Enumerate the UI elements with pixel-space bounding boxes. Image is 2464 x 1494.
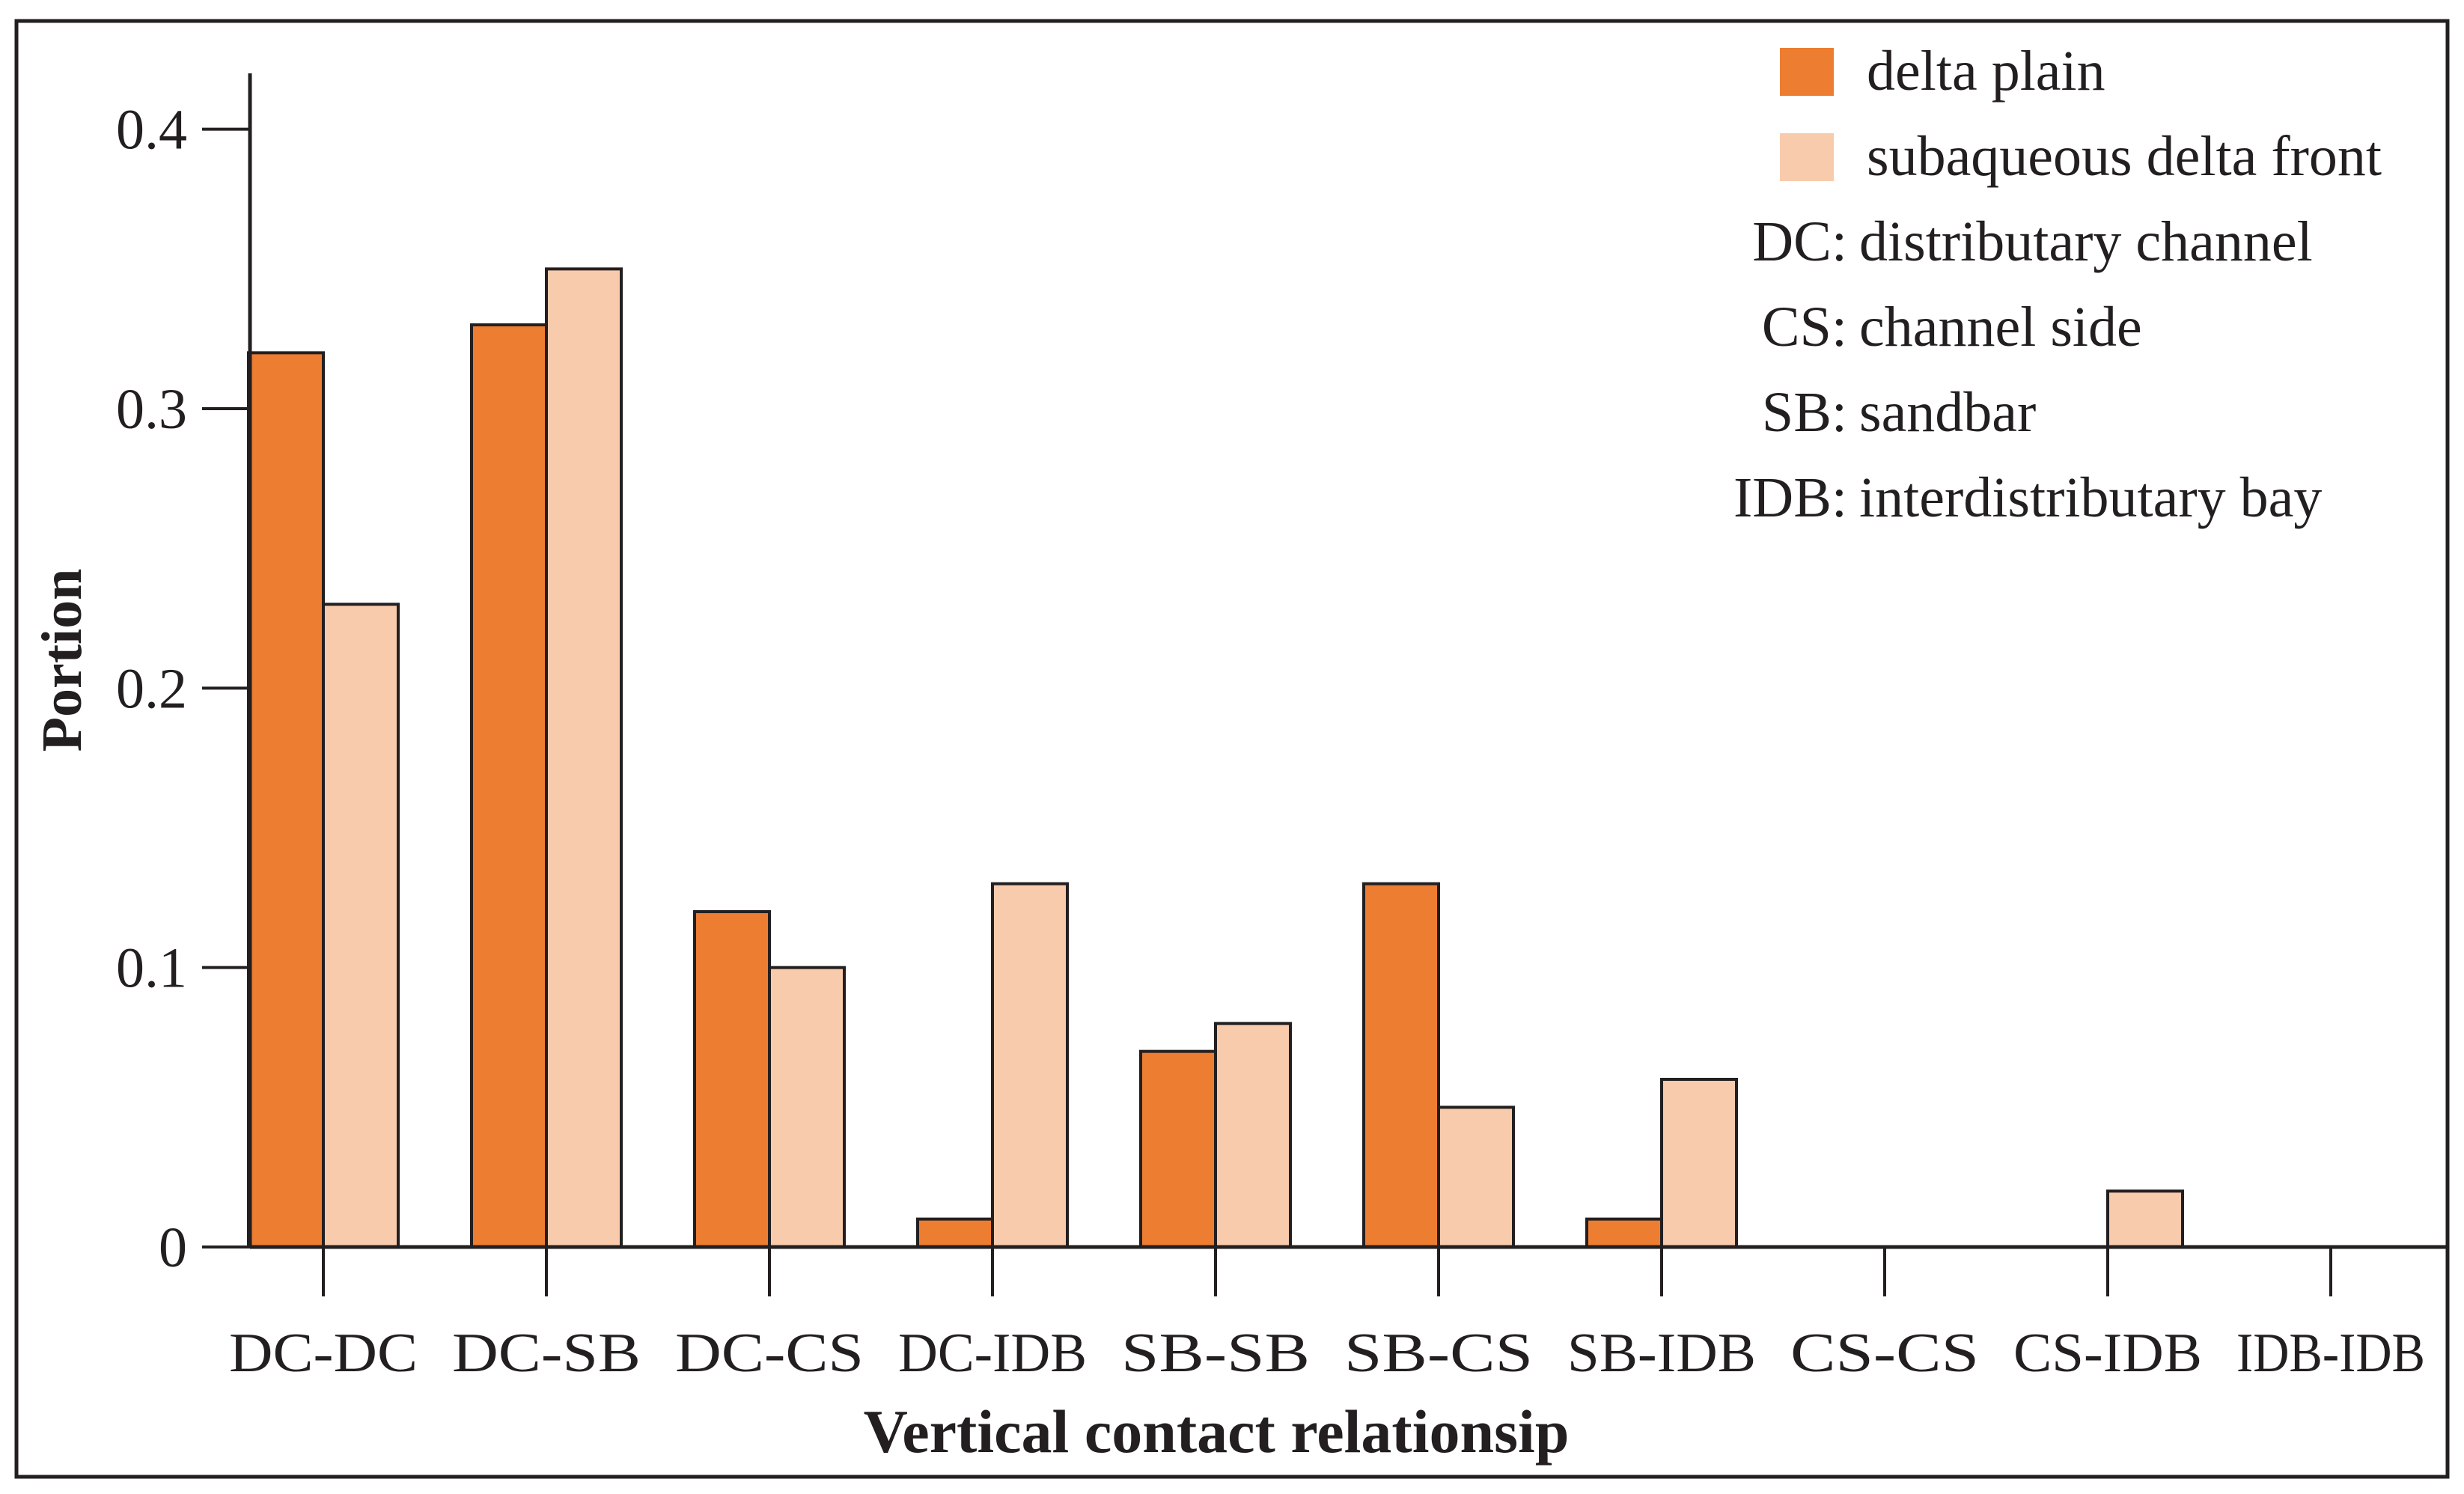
legend-note-cs-abbr: CS: (1762, 296, 1847, 359)
x-tick-label-dc-idb: DC-IDB (898, 1323, 1087, 1384)
x-tick-label-dc-cs: DC-CS (675, 1323, 864, 1384)
y-tick-label-2: 0.2 (116, 657, 187, 720)
legend: delta plain subaqueous delta front DC: d… (1733, 40, 2382, 529)
legend-note-sb-text: sandbar (1859, 381, 2036, 444)
bars-layer (247, 267, 2184, 1249)
legend-swatch-delta-plain (1780, 48, 1834, 96)
y-tick-label-0: 0 (159, 1216, 187, 1279)
bar-subaqueous-delta-front-sb-sb (1214, 1022, 1292, 1249)
y-ticks: 0 0.1 0.2 0.3 0.4 (116, 99, 250, 1279)
bar-delta-plain-sb-cs (1362, 882, 1440, 1248)
x-ticks: DC-DC DC-SB DC-CS DC-IDB SB-SB SB-CS SB-IDB CS-… (229, 1247, 2425, 1384)
legend-note-cs-text: channel side (1859, 296, 2142, 359)
x-tick-label-cs-cs: CS-CS (1790, 1323, 1979, 1384)
bar-subaqueous-delta-front-dc-cs (768, 966, 846, 1248)
x-tick-label-sb-cs: SB-CS (1344, 1323, 1533, 1384)
x-tick-label-dc-sb: DC-SB (452, 1323, 641, 1384)
bar-delta-plain-dc-sb (470, 323, 548, 1248)
bar-delta-plain-dc-cs (693, 910, 771, 1248)
bar-delta-plain-sb-idb (1585, 1217, 1663, 1248)
bar-subaqueous-delta-front-sb-cs (1437, 1106, 1515, 1249)
legend-note-idb-abbr: IDB: (1733, 466, 1847, 529)
legend-note-sb-abbr: SB: (1762, 381, 1847, 444)
bar-subaqueous-delta-front-dc-idb (991, 882, 1069, 1248)
x-axis-label: Vertical contact relationsip (864, 1397, 1570, 1466)
legend-label-subaqueous-delta-front: subaqueous delta front (1867, 125, 2382, 188)
bar-delta-plain-sb-sb (1139, 1049, 1217, 1248)
legend-label-delta-plain: delta plain (1867, 40, 2105, 103)
y-tick-label-3: 0.3 (116, 378, 187, 441)
x-tick-label-idb-idb: IDB-IDB (2236, 1323, 2425, 1384)
bar-delta-plain-dc-dc (247, 351, 325, 1248)
bar-subaqueous-delta-front-dc-dc (322, 603, 400, 1248)
bar-delta-plain-dc-idb (916, 1217, 994, 1248)
legend-note-idb-text: interdistributary bay (1859, 466, 2322, 529)
y-tick-label-1: 0.1 (116, 937, 187, 1000)
x-tick-label-cs-idb: CS-IDB (2013, 1323, 2202, 1384)
y-tick-label-4: 0.4 (116, 99, 187, 162)
bar-subaqueous-delta-front-cs-idb (2106, 1189, 2184, 1249)
legend-swatch-subaqueous-delta-front (1780, 133, 1834, 181)
bar-subaqueous-delta-front-sb-idb (1660, 1078, 1738, 1248)
legend-note-dc-text: distributary channel (1859, 210, 2313, 273)
x-tick-label-sb-sb: SB-SB (1121, 1323, 1310, 1384)
x-tick-label-dc-dc: DC-DC (229, 1323, 418, 1384)
y-axis-label: Portion (31, 569, 94, 752)
bar-subaqueous-delta-front-dc-sb (545, 267, 623, 1248)
x-tick-label-sb-idb: SB-IDB (1567, 1323, 1756, 1384)
legend-note-dc-abbr: DC: (1752, 210, 1847, 273)
